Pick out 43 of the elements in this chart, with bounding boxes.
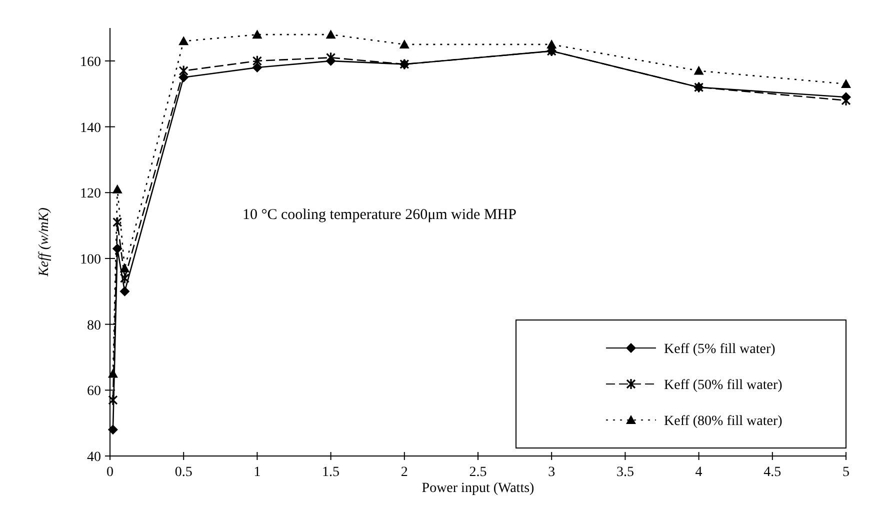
x-tick-label: 0	[106, 465, 114, 480]
x-tick-label: 0.5	[174, 465, 192, 480]
point	[399, 39, 410, 48]
x-tick-label: 2.5	[469, 465, 487, 480]
legend-label: Keff (5% fill water)	[664, 342, 776, 357]
point	[178, 36, 189, 46]
point	[694, 66, 704, 75]
y-axis-title: Keff (w/mK)	[37, 207, 52, 278]
y-tick-label: 140	[80, 120, 101, 136]
x-tick-label: 3	[548, 465, 556, 480]
y-tick-label: 40	[87, 450, 101, 465]
point	[120, 286, 130, 296]
x-tick-label: 4.5	[764, 465, 782, 480]
point	[252, 55, 262, 67]
x-tick-label: 4	[695, 465, 702, 480]
y-tick-label: 120	[80, 186, 101, 202]
y-tick-label: 160	[80, 54, 101, 70]
y-tick-label: 80	[87, 318, 101, 334]
point	[120, 272, 130, 284]
legend-label: Keff (80% fill water)	[664, 414, 783, 429]
point	[108, 394, 118, 406]
point	[112, 216, 122, 228]
x-tick-label: 1	[254, 465, 261, 480]
point	[326, 52, 336, 64]
annotation: 10 °C cooling temperature 260μm wide MHP	[242, 206, 516, 223]
point	[252, 30, 262, 39]
point	[546, 39, 557, 48]
point	[108, 424, 118, 435]
x-tick-label: 2	[400, 465, 408, 480]
point	[112, 184, 122, 194]
x-axis-title: Power input (Watts)	[422, 481, 535, 496]
point	[841, 78, 851, 88]
legend-label: Keff (50% fill water)	[664, 378, 783, 393]
point	[252, 62, 262, 73]
y-tick-label: 100	[80, 252, 101, 268]
y-tick-label: 60	[87, 384, 101, 400]
point	[178, 65, 188, 77]
point	[326, 30, 336, 39]
point	[108, 368, 118, 378]
x-tick-label: 5	[842, 465, 850, 480]
x-tick-label: 1.5	[322, 465, 340, 480]
x-tick-label: 3.5	[616, 465, 634, 480]
point	[120, 263, 130, 272]
